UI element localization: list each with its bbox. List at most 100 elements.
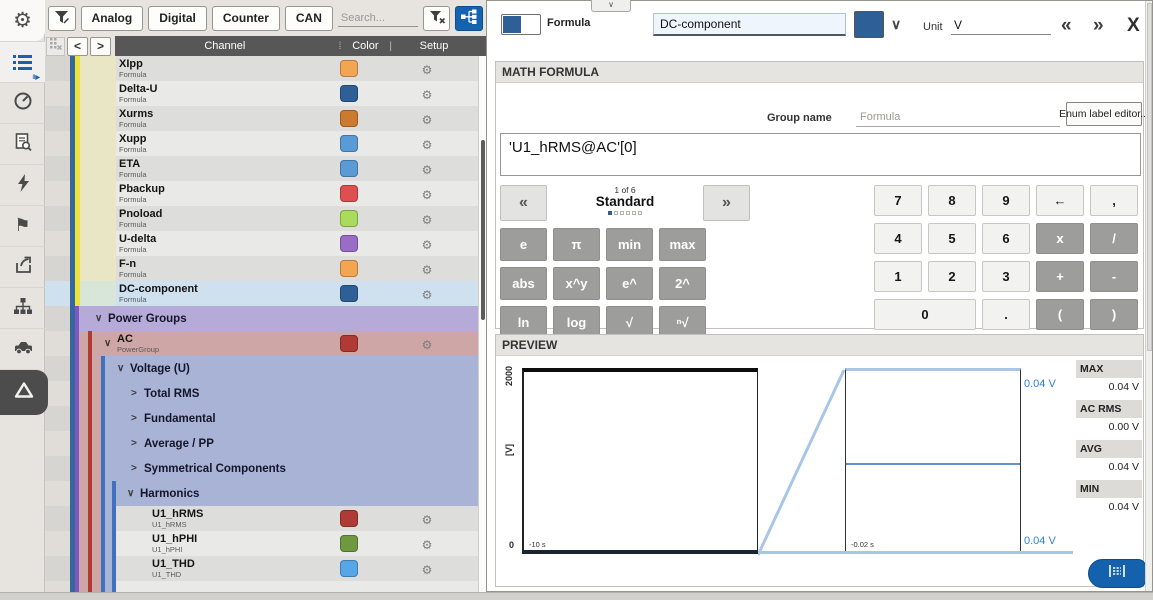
setup-gear-icon[interactable]: ⚙ [421, 163, 433, 177]
column-channel[interactable]: Channel [204, 40, 246, 52]
channel-row-dc-component[interactable]: DC-component Formula ⚙ [45, 281, 486, 306]
num-key-6[interactable]: 6 [982, 223, 1030, 254]
channel-row-delta-u[interactable]: Delta-U Formula ⚙ [45, 81, 486, 106]
num-key-([interactable]: ( [1036, 299, 1084, 330]
setup-gear-icon[interactable]: ⚙ [421, 238, 433, 252]
close-button[interactable]: X [1127, 15, 1140, 36]
fn-key-π[interactable]: π [553, 228, 600, 261]
filter-analog-button[interactable]: Analog [80, 5, 144, 31]
editor-scrollbar-thumb[interactable] [1147, 3, 1152, 351]
column-setup[interactable]: Setup [419, 40, 449, 52]
collapse-panel-tab[interactable]: ∨ [591, 0, 631, 12]
collapse-left-button[interactable]: < [67, 36, 88, 56]
sidebar-item-trigger-lightning[interactable] [0, 164, 45, 205]
grid-clear-button[interactable] [46, 36, 65, 56]
sidebar-item-export[interactable] [0, 246, 45, 287]
channel-row-u-delta[interactable]: U-delta Formula ⚙ [45, 231, 486, 256]
setup-gear-icon[interactable]: ⚙ [421, 138, 433, 152]
channel-name-input[interactable] [653, 13, 846, 36]
channel-list-toggle-button[interactable] [1088, 559, 1146, 588]
channel-color-swatch[interactable] [854, 11, 884, 38]
num-key-/[interactable]: / [1090, 223, 1138, 254]
color-swatch[interactable] [340, 260, 358, 277]
channel-row-u1-thd[interactable]: U1_THD U1_THD ⚙ [45, 556, 486, 581]
num-key-,[interactable]: , [1090, 185, 1138, 216]
channel-row-u1-hrms[interactable]: U1_hRMS U1_hRMS ⚙ [45, 506, 486, 531]
channel-row-power-groups[interactable]: ∨ Power Groups [45, 306, 486, 331]
setup-gear-icon[interactable]: ⚙ [421, 513, 433, 527]
channel-row-xipp[interactable]: XIpp Formula ⚙ [45, 56, 486, 81]
color-swatch[interactable] [340, 60, 358, 77]
setup-gear-icon[interactable]: ⚙ [421, 63, 433, 77]
channel-row-total-rms[interactable]: > Total RMS [45, 381, 486, 406]
color-swatch[interactable] [340, 110, 358, 127]
num-key-)[interactable]: ) [1090, 299, 1138, 330]
setup-gear-icon[interactable]: ⚙ [421, 113, 433, 127]
color-swatch[interactable] [340, 160, 358, 177]
num-key-9[interactable]: 9 [982, 185, 1030, 216]
next-channel-button[interactable]: » [1093, 15, 1104, 36]
chevron-right-icon[interactable]: > [131, 388, 137, 399]
num-key-0[interactable]: 0 [874, 299, 976, 330]
channel-row-pbackup[interactable]: Pbackup Formula ⚙ [45, 181, 486, 206]
num-key-1[interactable]: 1 [874, 261, 922, 292]
chevron-down-icon[interactable]: ∨ [891, 16, 902, 32]
column-color[interactable]: Color [352, 40, 379, 52]
num-key-+[interactable]: + [1036, 261, 1084, 292]
fn-key-2^[interactable]: 2^ [659, 267, 706, 300]
chevron-right-icon[interactable]: > [131, 438, 137, 449]
group-name-input[interactable] [856, 107, 1060, 127]
channel-row-voltage-u-[interactable]: ∨ Voltage (U) [45, 356, 486, 381]
num-key-x[interactable]: x [1036, 223, 1084, 254]
color-swatch[interactable] [340, 185, 358, 202]
sidebar-item-setup-file[interactable] [0, 123, 45, 164]
num-key-3[interactable]: 3 [982, 261, 1030, 292]
num-key-5[interactable]: 5 [928, 223, 976, 254]
color-swatch[interactable] [340, 235, 358, 252]
color-swatch[interactable] [340, 135, 358, 152]
channel-row-eta[interactable]: ETA Formula ⚙ [45, 156, 486, 181]
sidebar-item-network-tree[interactable] [0, 287, 45, 328]
color-swatch[interactable] [340, 210, 358, 227]
channel-row-harmonics[interactable]: ∨ Harmonics [45, 481, 486, 506]
editor-scrollbar[interactable] [1145, 1, 1152, 591]
setup-gear-icon[interactable]: ⚙ [421, 338, 433, 352]
keypad-page-prev-button[interactable]: « [500, 185, 547, 221]
num-key-7[interactable]: 7 [874, 185, 922, 216]
formula-expression-input[interactable]: 'U1_hRMS@AC'[0] [500, 133, 1141, 176]
unit-input[interactable] [951, 16, 1051, 35]
setup-gear-icon[interactable]: ⚙ [421, 263, 433, 277]
color-swatch[interactable] [340, 510, 358, 527]
filter-clear-button[interactable] [422, 5, 451, 31]
num-key-8[interactable]: 8 [928, 185, 976, 216]
filter-digital-button[interactable]: Digital [148, 5, 207, 31]
prev-channel-button[interactable]: « [1061, 15, 1072, 36]
num-key--[interactable]: - [1090, 261, 1138, 292]
channel-row-fundamental[interactable]: > Fundamental [45, 406, 486, 431]
color-swatch[interactable] [340, 285, 358, 302]
setup-gear-icon[interactable]: ⚙ [421, 563, 433, 577]
chevron-down-icon[interactable]: ∨ [127, 488, 135, 499]
num-key-←[interactable]: ← [1036, 185, 1084, 216]
channel-row-xupp[interactable]: Xupp Formula ⚙ [45, 131, 486, 156]
chevron-down-icon[interactable]: ∨ [95, 313, 103, 324]
filter-can-button[interactable]: CAN [284, 5, 333, 31]
fn-key-abs[interactable]: abs [500, 267, 547, 300]
fn-key-e^[interactable]: e^ [606, 267, 653, 300]
channel-row-f-n[interactable]: F-n Formula ⚙ [45, 256, 486, 281]
channel-row-average-pp[interactable]: > Average / PP [45, 431, 486, 456]
keypad-page-next-button[interactable]: » [703, 185, 750, 221]
enum-label-editor-button[interactable]: Enum label editor... [1059, 102, 1149, 126]
channel-row-symmetrical-components[interactable]: > Symmetrical Components [45, 456, 486, 481]
fn-key-min[interactable]: min [606, 228, 653, 261]
channel-row-u1-hphi[interactable]: U1_hPHI U1_hPHI ⚙ [45, 531, 486, 556]
chevron-right-icon[interactable]: > [131, 463, 137, 474]
fn-key-ⁿ√[interactable]: ⁿ√ [659, 306, 706, 339]
fn-key-e[interactable]: e [500, 228, 547, 261]
setup-gear-icon[interactable]: ⚙ [421, 188, 433, 202]
sidebar-item-events-flag[interactable]: ⚑ [0, 205, 45, 246]
sidebar-item-delta-logo[interactable] [0, 369, 48, 415]
channel-tree-button[interactable] [455, 5, 483, 31]
sidebar-item-settings-gear[interactable]: ⚙ [0, 0, 45, 41]
color-swatch[interactable] [340, 335, 358, 352]
